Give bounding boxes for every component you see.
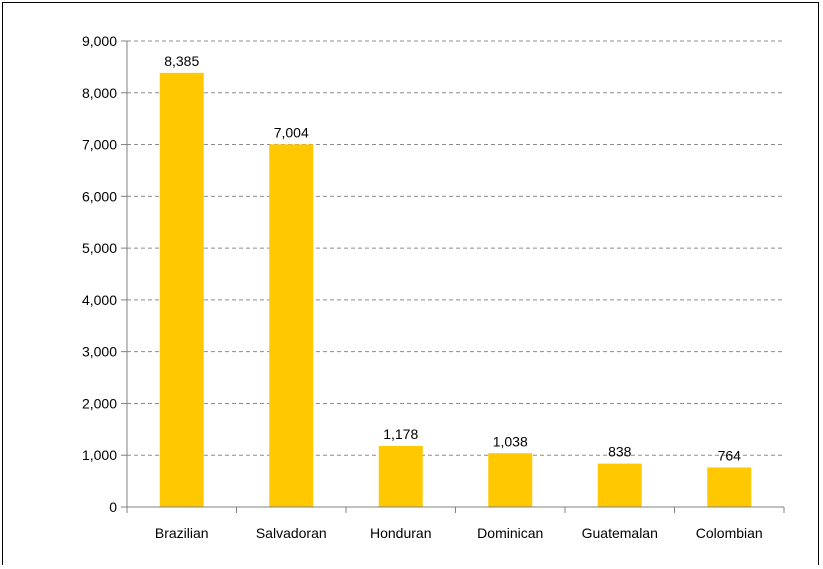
y-tick-label: 1,000 xyxy=(82,447,117,463)
x-category-label: Salvadoran xyxy=(256,525,327,541)
bar-data-label: 764 xyxy=(718,447,742,463)
bar-data-label: 1,178 xyxy=(383,426,418,442)
x-category-label: Honduran xyxy=(370,525,432,541)
bar-data-label: 8,385 xyxy=(164,53,199,69)
bar xyxy=(597,463,642,507)
x-category-label: Colombian xyxy=(696,525,763,541)
bars xyxy=(159,72,752,508)
y-tick-label: 6,000 xyxy=(82,188,117,204)
y-tick-label: 7,000 xyxy=(82,137,117,153)
data-labels: 8,385 7,004 1,178 1,038 838 764 xyxy=(164,53,741,464)
y-tick-label: 3,000 xyxy=(82,344,117,360)
y-tick-label: 8,000 xyxy=(82,85,117,101)
bar xyxy=(269,144,314,507)
bar-data-label: 1,038 xyxy=(493,433,528,449)
x-category-label: Dominican xyxy=(477,525,543,541)
bar xyxy=(707,467,752,507)
y-tick-label: 5,000 xyxy=(82,240,117,256)
bar xyxy=(488,453,533,507)
x-category-label: Brazilian xyxy=(155,525,209,541)
y-tick-label: 4,000 xyxy=(82,292,117,308)
x-axis-labels: Brazilian Salvadoran Honduran Dominican Guat… xyxy=(155,525,763,541)
y-tick-label: 9,000 xyxy=(82,33,117,49)
y-axis-ticks: 0 1,000 2,000 3,000 4,000 5,000 6,000 7,000 8,00… xyxy=(82,33,127,515)
axes xyxy=(121,41,785,513)
bar-data-label: 7,004 xyxy=(274,124,309,140)
x-category-label: Guatemalan xyxy=(582,525,658,541)
gridlines xyxy=(127,40,784,456)
y-tick-label: 0 xyxy=(109,499,117,515)
bar-data-label: 838 xyxy=(608,444,632,460)
bar xyxy=(159,72,204,508)
y-tick-label: 2,000 xyxy=(82,395,117,411)
bar xyxy=(378,446,423,507)
